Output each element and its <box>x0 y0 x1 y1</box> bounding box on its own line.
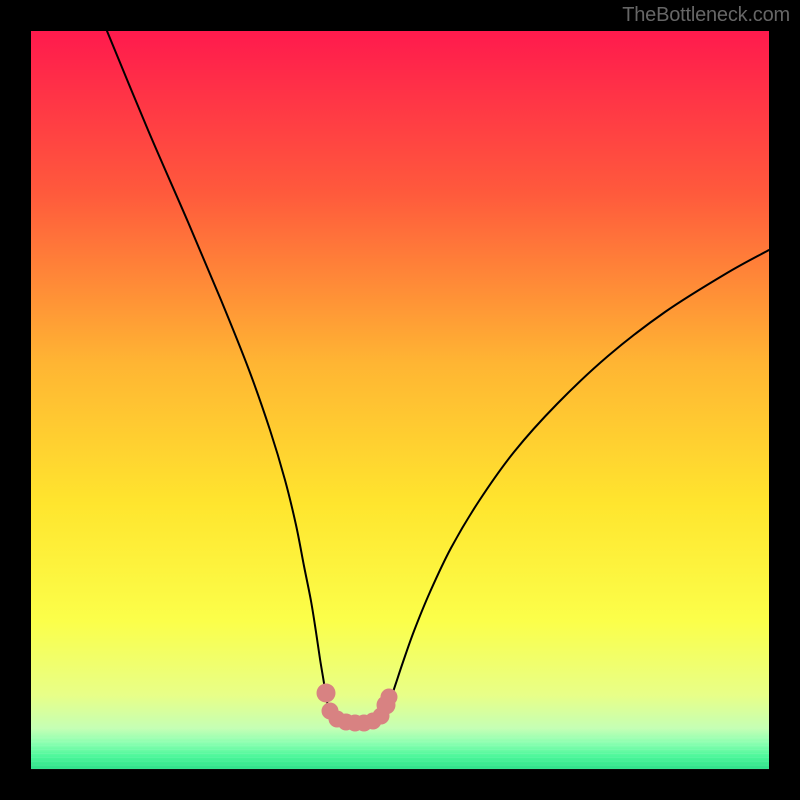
plot-background <box>31 31 769 769</box>
watermark-text: TheBottleneck.com <box>622 4 790 27</box>
bottleneck-chart <box>0 0 800 800</box>
valley-dot <box>317 684 336 703</box>
valley-dot <box>381 689 398 706</box>
stage: TheBottleneck.com <box>0 0 800 800</box>
